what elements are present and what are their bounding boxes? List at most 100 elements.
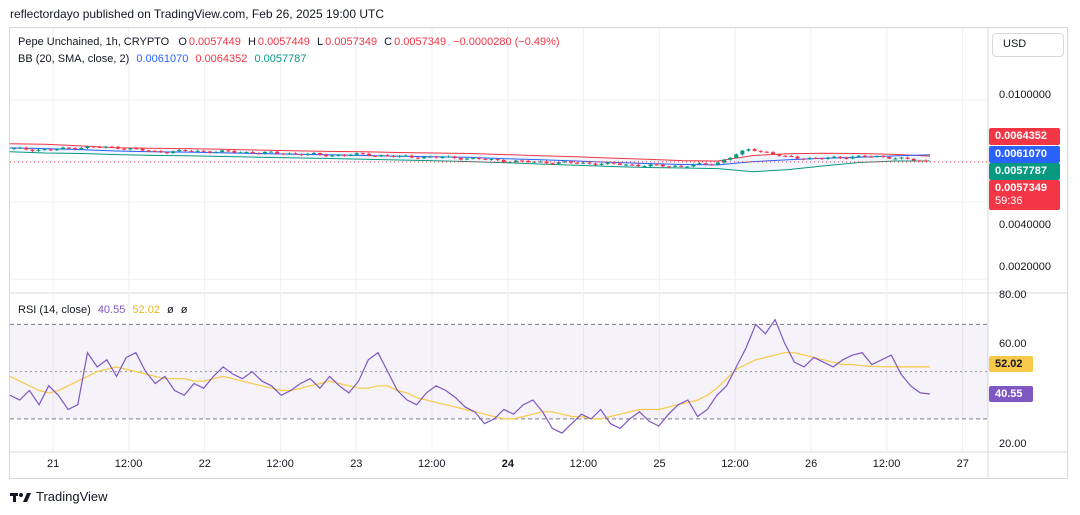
rsi-axis-label-20: 20.00 [999,438,1027,450]
candle-body [250,152,255,154]
candle-body [354,153,359,155]
candle-body [403,155,408,157]
tradingview-brand[interactable]: TradingView [10,489,108,504]
close-label: C [384,36,393,48]
candle-body [232,151,237,153]
candle-body [777,154,782,156]
candle-body [422,156,427,159]
candle-body [599,163,604,165]
candle-body [556,162,561,164]
bb-basis-tag: 0.0061070 [989,146,1060,163]
candle-body [526,160,531,162]
candle-body [12,148,16,150]
candle-body [134,148,139,150]
rsi-ma-value: 52.02 [132,304,160,316]
candle-body [213,152,218,154]
candle-body [783,155,788,157]
price-axis-label-1: 0.0100000 [999,89,1051,101]
candle-body [868,156,873,158]
time-axis-label: 23 [350,458,363,470]
candle-body [324,154,329,157]
low-value: 0.0057349 [325,36,378,48]
candle-body [360,153,365,155]
candle-body [189,150,194,152]
candle-body [887,156,892,159]
time-axis-label: 22 [198,458,211,470]
bb-title: BB (20, SMA, close, 2) [18,53,130,65]
candle-body [746,149,751,151]
candle-body [538,161,543,163]
candle-body [697,163,702,165]
candle-body [826,157,831,159]
candle-body [128,148,133,150]
low-label: L [316,36,324,48]
last-price-value: 0.0057349 [995,182,1047,194]
candle-body [703,163,708,165]
price-axis-label-3: 0.0020000 [999,261,1051,273]
currency-button[interactable]: USD [992,33,1064,57]
candle-body [789,155,794,157]
candle-body [587,162,592,164]
candle-body [862,155,867,157]
time-axis-label: 12:00 [721,458,749,470]
tradingview-logo-icon [10,492,31,502]
candle-body [734,154,739,158]
candle-body [385,155,390,157]
candle-body [758,150,763,152]
candle-body [336,154,341,156]
candle-body [495,159,500,161]
candle-body [764,151,769,153]
countdown-value: 59:36 [995,195,1023,207]
time-axis-label: 26 [805,458,818,470]
candle-body [844,157,849,159]
candle-body [18,147,23,149]
bb-basis-value: 0.0061070 [136,53,189,65]
candle-body [293,153,298,155]
candle-body [305,153,310,155]
candle-body [79,148,84,150]
candle-body [446,156,451,158]
time-axis-label: 12:00 [569,458,598,470]
candle-body [54,149,59,151]
candle-body [770,152,775,155]
time-axis-label: 12:00 [266,458,294,470]
rsi-legend[interactable]: RSI (14, close) 40.55 52.02 ø ø [18,304,188,316]
candle-body [440,157,445,159]
candle-body [373,155,378,157]
candle-body [477,157,482,159]
rsi-line [9,318,931,434]
rsi-value-tag: 40.55 [989,386,1033,402]
candle-body [48,149,53,151]
bb-lower-value: 0.0057787 [254,53,307,65]
candle-body [575,162,580,164]
candle-body [434,156,439,158]
time-axis-label: 24 [501,458,515,470]
bb-upper-value: 0.0064352 [195,53,248,65]
candle-body [899,157,904,159]
candle-body [60,147,65,150]
high-value: 0.0057449 [257,36,310,48]
candle-body [850,156,855,159]
candle-body [673,165,678,167]
candle-body [36,149,41,151]
candle-body [409,155,414,158]
rsi-title: RSI (14, close) [18,304,91,316]
candle-body [391,155,396,157]
candle-body [550,163,555,165]
high-label: H [247,36,256,48]
bb-legend[interactable]: BB (20, SMA, close, 2) 0.0061070 0.00643… [18,53,306,65]
candle-body [458,157,463,160]
candle-body [605,162,610,164]
candle-body [819,158,824,160]
candle-body [648,164,653,167]
candle-body [630,164,635,166]
candle-body [520,160,525,162]
candle-body [165,152,170,154]
candle-body [97,146,102,148]
rsi-extra-2: ø [180,304,188,316]
time-axis-label: 12:00 [872,458,901,470]
time-axis-label: 21 [47,458,60,470]
candle-body [728,157,733,160]
